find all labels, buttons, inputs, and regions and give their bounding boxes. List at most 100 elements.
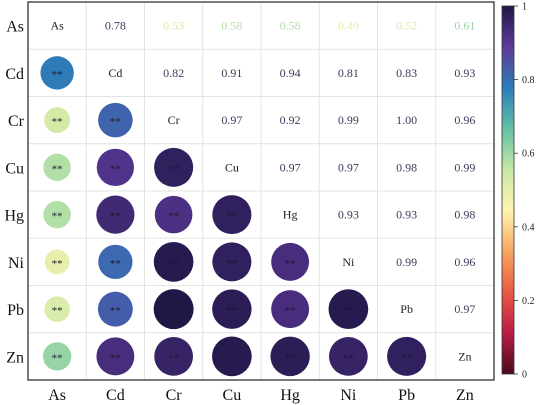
row-label: Ni [8, 255, 25, 272]
correlation-value: 0.61 [454, 19, 475, 33]
correlation-value: 0.82 [163, 66, 184, 80]
diagonal-label: Zn [458, 349, 471, 363]
correlation-value: 0.83 [396, 66, 417, 80]
colorbar-tick-label: 0.2 [522, 296, 535, 307]
colorbar-tick-label: 0.8 [522, 75, 535, 86]
correlation-value: 0.81 [338, 66, 359, 80]
row-label: As [6, 19, 24, 36]
significance-mark: ** [110, 211, 121, 223]
correlation-value: 0.97 [280, 160, 301, 174]
correlation-value: 0.93 [454, 66, 475, 80]
row-label: Cd [5, 66, 24, 83]
column-label: As [48, 387, 66, 404]
correlation-circle [96, 195, 135, 234]
correlation-value: 0.91 [221, 66, 242, 80]
correlation-circle [212, 336, 252, 377]
column-label: Pb [398, 387, 415, 404]
correlation-circle [328, 336, 368, 376]
correlation-value: 0.98 [454, 208, 475, 222]
colorbar: 0 0.2 0.4 0.6 0.8 1 [501, 2, 535, 381]
correlation-value: 0.49 [338, 19, 359, 33]
diagonal-label: Cd [108, 66, 122, 80]
correlation-circle [154, 195, 193, 234]
matrix-cells: As 0.78 0.53 0.58 0.58 0.49 0.52 0.61 ** Cd 0.82 0.… [28, 2, 494, 380]
significance-mark: ** [226, 258, 237, 270]
colorbar-tick-label: 0.4 [522, 222, 535, 233]
column-label: Ni [340, 387, 357, 404]
significance-mark: ** [343, 305, 354, 317]
correlation-circle [153, 242, 194, 282]
diagonal-label: Hg [283, 208, 298, 222]
significance-mark: ** [401, 352, 412, 364]
correlation-circle [154, 147, 194, 187]
significance-mark: ** [168, 258, 179, 270]
correlation-circle [98, 244, 133, 280]
correlation-value: 0.96 [454, 255, 475, 269]
correlation-value: 0.58 [221, 19, 242, 33]
significance-mark: ** [52, 163, 63, 175]
diagonal-label: Cu [225, 160, 239, 174]
correlation-circle [212, 289, 252, 329]
correlation-value: 0.99 [338, 113, 359, 127]
correlation-circle [40, 56, 74, 90]
significance-mark: ** [52, 352, 63, 364]
significance-mark: ** [110, 116, 121, 128]
column-label: Cd [106, 387, 125, 404]
correlation-value: 0.52 [396, 19, 417, 33]
significance-mark: ** [52, 258, 63, 270]
correlation-circle [212, 195, 252, 235]
correlation-value: 0.93 [396, 208, 417, 222]
correlation-value: 0.96 [454, 113, 475, 127]
correlation-circle [270, 336, 310, 377]
column-label: Zn [456, 387, 474, 404]
significance-mark: ** [285, 352, 296, 364]
significance-mark: ** [168, 211, 179, 223]
correlation-circle [44, 296, 70, 322]
correlation-circle [212, 242, 252, 282]
significance-mark: ** [343, 352, 354, 364]
significance-mark: ** [52, 116, 63, 128]
correlation-circle [154, 336, 194, 376]
row-label: Zn [6, 349, 24, 366]
correlation-circle [271, 242, 310, 281]
correlation-circle [44, 107, 71, 134]
colorbar-gradient [501, 5, 515, 375]
matrix-frame [27, 1, 495, 381]
correlation-circle [43, 200, 71, 229]
correlation-value: 0.97 [221, 113, 242, 127]
significance-mark: ** [226, 211, 237, 223]
significance-mark: ** [52, 305, 63, 317]
significance-mark: ** [168, 163, 179, 175]
correlation-circle [96, 148, 135, 187]
diagonal-label: Cr [168, 113, 180, 127]
row-labels: As Cd Cr Cu Hg Ni Pb Zn [4, 19, 24, 367]
correlation-value: 0.98 [396, 160, 417, 174]
correlation-value: 0.53 [163, 19, 184, 33]
diagonal-label: Ni [342, 255, 355, 269]
significance-mark: ** [226, 352, 237, 364]
significance-mark: ** [285, 258, 296, 270]
correlation-circle [42, 342, 72, 371]
significance-mark: ** [110, 258, 121, 270]
correlation-circle [387, 336, 427, 376]
significance-mark: ** [226, 305, 237, 317]
significance-mark: ** [52, 211, 63, 223]
significance-mark: ** [110, 163, 121, 175]
significance-mark: ** [110, 305, 121, 317]
correlation-circle [43, 153, 71, 182]
significance-mark: ** [168, 352, 179, 364]
correlation-value: 0.93 [338, 208, 359, 222]
colorbar-tick-label: 0 [522, 370, 527, 381]
correlation-value: 0.97 [454, 302, 475, 316]
significance-mark: ** [285, 305, 296, 317]
correlation-circle [153, 289, 194, 330]
colorbar-tick-label: 1 [522, 2, 527, 13]
row-label: Hg [4, 208, 24, 225]
colorbar-tick-label: 0.6 [522, 149, 535, 160]
column-label: Hg [280, 387, 300, 404]
correlation-value: 0.92 [280, 113, 301, 127]
significance-mark: ** [168, 305, 179, 317]
correlation-value: 1.00 [396, 113, 417, 127]
correlation-circle [271, 290, 310, 329]
